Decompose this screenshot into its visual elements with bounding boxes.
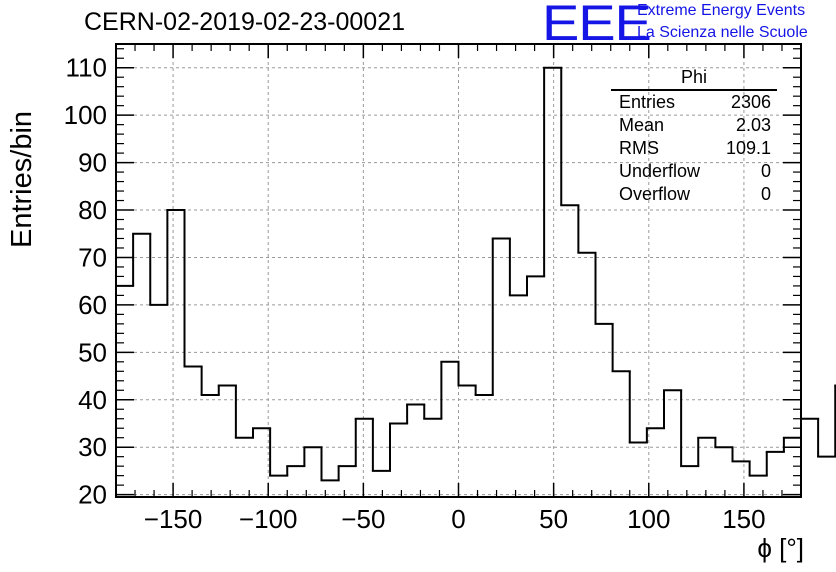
stats-row-entries: Entries 2306 <box>611 91 777 114</box>
logo-subtitle-2: La Scienza nelle Scuole <box>637 24 808 41</box>
y-tick-label: 60 <box>78 290 107 320</box>
stats-label: Entries <box>619 92 676 112</box>
x-tick-label: 100 <box>627 504 670 534</box>
x-tick-label: 150 <box>722 504 765 534</box>
stats-label: Underflow <box>619 161 701 181</box>
stats-row-overflow: Overflow 0 <box>611 183 777 206</box>
stats-label: Mean <box>619 115 665 135</box>
axis-ticks <box>116 44 801 497</box>
histogram-series <box>115 66 836 482</box>
y-tick-label: 30 <box>78 432 107 462</box>
y-tick-label: 100 <box>64 100 107 130</box>
stats-box: Phi Entries 2306 Mean 2.03 RMS 109.1 Und… <box>611 67 777 206</box>
y-tick-label: 90 <box>78 148 107 178</box>
stats-row-underflow: Underflow 0 <box>611 160 777 183</box>
y-axis-label-wrap: Entries/bin <box>6 108 40 248</box>
y-axis-label: Entries/bin <box>6 110 38 248</box>
x-tick-label: 50 <box>539 504 568 534</box>
y-tick-label: 80 <box>78 195 107 225</box>
stats-value: 109.1 <box>725 138 771 158</box>
logo-subtitle-1: Extreme Energy Events <box>637 2 806 19</box>
plot-frame <box>115 43 802 498</box>
x-tick-label: −150 <box>144 504 203 534</box>
stats-title: Phi <box>611 67 777 91</box>
stats-value: 0 <box>760 161 771 181</box>
stats-row-rms: RMS 109.1 <box>611 137 777 160</box>
y-tick-label: 70 <box>78 242 107 272</box>
stats-value: 0 <box>760 184 771 204</box>
stats-label: RMS <box>619 138 659 158</box>
stats-value: 2306 <box>730 92 771 112</box>
grid-lines <box>116 44 801 497</box>
x-tick-label: −50 <box>341 504 385 534</box>
stats-row-mean: Mean 2.03 <box>611 114 777 137</box>
y-tick-label: 20 <box>78 480 107 510</box>
x-tick-label: 0 <box>451 504 465 534</box>
tick-labels: −150 −100 −50 0 50 100 150 20 30 40 50 60 70 80 90 100 1… <box>64 53 766 534</box>
x-tick-label: −100 <box>239 504 298 534</box>
x-axis-label: ϕ [°] <box>757 533 804 563</box>
eee-logo: EEE <box>542 0 652 51</box>
y-tick-label: 40 <box>78 385 107 415</box>
y-tick-label: 110 <box>66 53 107 83</box>
stats-value: 2.03 <box>735 115 771 135</box>
chart-title: CERN-02-2019-02-23-00021 <box>84 8 406 36</box>
stats-label: Overflow <box>619 184 691 204</box>
y-tick-label: 50 <box>78 337 107 367</box>
